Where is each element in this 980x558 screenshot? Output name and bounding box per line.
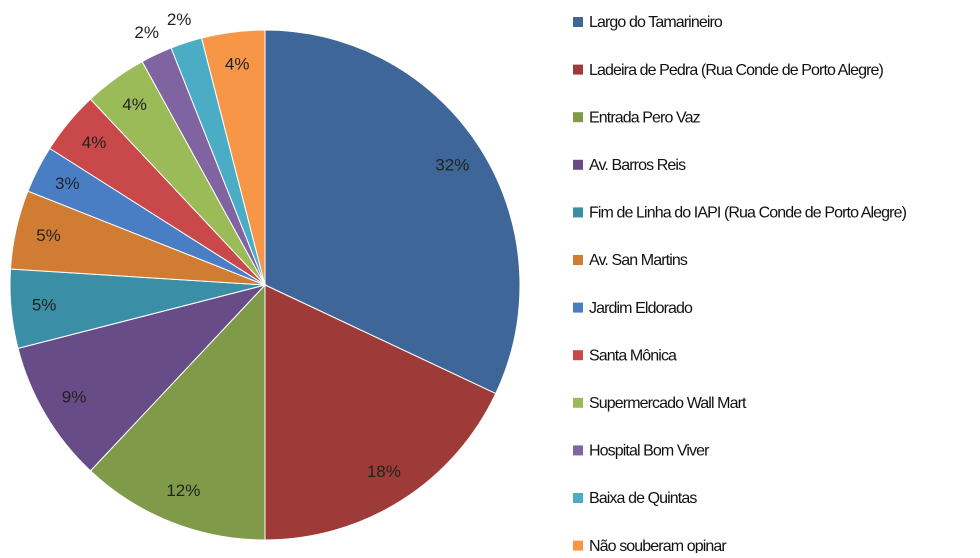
slice-label: 5% [36,226,61,245]
legend-swatch [573,207,583,218]
legend-swatch [573,112,583,123]
pie-slice [89,283,266,541]
slice-label: 9% [62,387,87,406]
legend-swatch [573,350,583,361]
legend-label: Hospital Bom Viver [589,443,710,460]
legend-label: Ladeira de Pedra (Rua Conde de Porto Ale… [589,62,884,79]
slice-label: 2% [167,10,192,29]
legend-swatch [573,445,583,456]
slice-label: 18% [367,462,401,481]
legend-label: Av. Barros Reis [589,157,686,174]
legend-swatch [573,64,583,75]
slice-label: 5% [32,295,57,314]
legend-label: Fim de Linha do IAPI (Rua Conde de Porto… [589,205,907,222]
legend-swatch [573,397,583,408]
legend-swatch [573,17,583,27]
legend-label: Baixa de Quintas [589,490,697,507]
legend-label: Santa Mônica [589,347,677,364]
slice-label: 4% [225,54,250,73]
legend-swatch [573,255,583,265]
legend-swatch [573,493,583,503]
pie-slice [264,284,497,541]
slice-label: 12% [166,481,200,500]
slice-label: 2% [134,23,159,42]
pie-slice [200,29,266,286]
legend-swatch [573,302,583,313]
legend-label: Não souberam opinar [589,538,727,553]
slice-label: 3% [55,174,80,193]
legend-swatch [573,540,583,551]
pie-slice [17,284,267,472]
pie-slice [264,29,521,395]
slice-label: 4% [122,95,147,114]
legend-label: Largo do Tamarineiro [589,14,723,31]
legend-label: Jardim Eldorado [589,300,693,317]
slice-label: 32% [435,156,469,175]
legend-label: Av. San Martins [589,252,688,269]
legend-swatch [573,159,583,170]
slice-label: 4% [82,133,107,152]
legend-label: Entrada Pero Vaz [589,109,701,126]
legend-label: Supermercado Wall Mart [589,395,747,412]
